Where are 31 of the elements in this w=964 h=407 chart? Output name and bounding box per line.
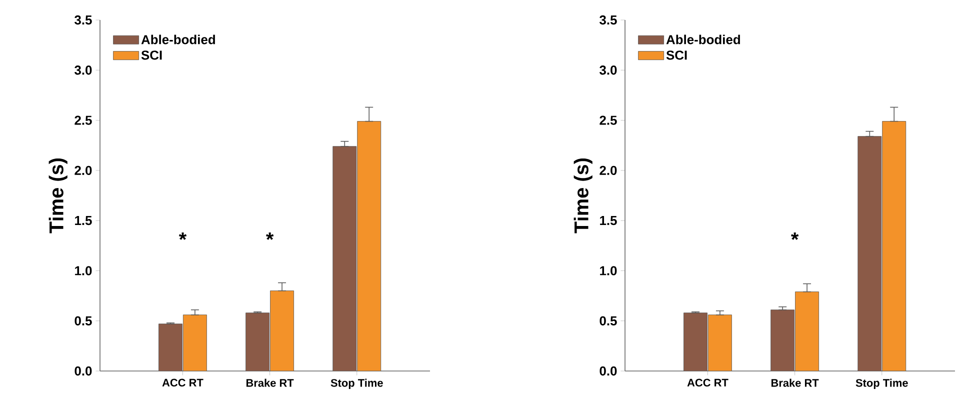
y-tick-label: 3.0	[74, 66, 92, 75]
y-tick-label: 2.5	[74, 116, 92, 125]
y-axis-title: Time (s)	[574, 158, 592, 234]
x-tick-label: ACC RT	[162, 378, 204, 387]
annotation: *	[178, 232, 187, 240]
x-tick-label: Stop Time	[856, 378, 908, 389]
y-tick-label: 0.0	[600, 366, 617, 376]
legend-label: SCI	[141, 50, 162, 60]
y-tick-label: 1.0	[75, 266, 92, 276]
y-tick-label: 3.5	[74, 15, 92, 25]
y-tick-label: 1.5	[75, 216, 92, 226]
x-tick-label: Brake RT	[771, 378, 819, 387]
legend-label: Able-bodied	[141, 34, 215, 44]
y-tick-label: 0.5	[74, 316, 92, 326]
y-tick-label: 3.5	[600, 15, 617, 25]
annotation: *	[266, 232, 274, 240]
x-tick-label: Brake RT	[246, 378, 294, 387]
y-tick-label: 2.0	[600, 166, 617, 176]
y-tick-label: 1.5	[600, 216, 617, 226]
y-tick-label: 0.5	[600, 316, 617, 326]
x-tick-label: Stop Time	[330, 378, 383, 389]
y-tick-label: 2.5	[600, 116, 617, 125]
y-tick-label: 1.0	[600, 266, 617, 276]
y-tick-label: 2.0	[74, 166, 92, 176]
x-tick-label: ACC RT	[687, 378, 728, 387]
y-tick-label: 3.0	[600, 66, 617, 75]
y-tick-label: 0.0	[74, 366, 92, 376]
legend-label: SCI	[666, 50, 687, 60]
legend-label: Able-bodied	[666, 34, 740, 44]
annotation: *	[790, 232, 799, 240]
y-axis-title: Time (s)	[48, 158, 68, 234]
